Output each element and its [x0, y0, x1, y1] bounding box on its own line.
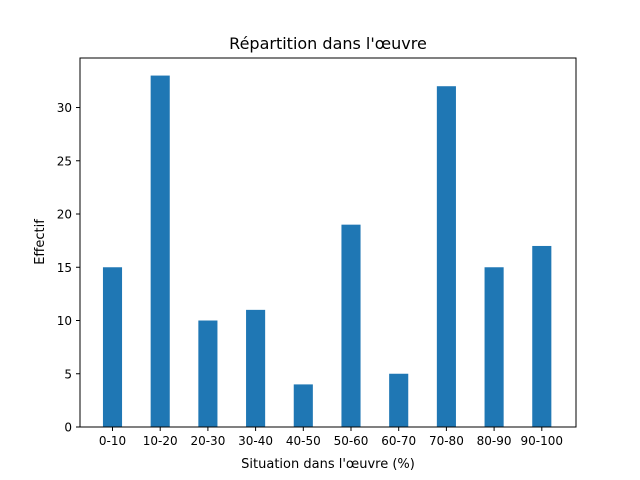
x-tick-label: 20-30 [190, 434, 225, 448]
y-tick-label: 0 [64, 421, 72, 435]
y-tick-label: 30 [57, 101, 72, 115]
x-axis-label: Situation dans l'œuvre (%) [241, 457, 415, 472]
x-tick-label: 50-60 [334, 434, 369, 448]
bar-40-50 [293, 384, 313, 427]
bar-50-60 [341, 224, 361, 427]
bar-90-100 [532, 245, 552, 427]
x-tick-label: 10-20 [143, 434, 178, 448]
y-tick-label: 15 [57, 261, 72, 275]
x-tick-label: 90-100 [521, 434, 564, 448]
chart-title: Répartition dans l'œuvre [229, 34, 427, 53]
bars-group [102, 75, 552, 427]
x-tick-label: 30-40 [238, 434, 273, 448]
x-tick-label: 60-70 [381, 434, 416, 448]
bar-70-80 [436, 86, 456, 427]
y-tick-label: 25 [57, 154, 72, 168]
bar-10-20 [150, 75, 170, 427]
x-tick-label: 70-80 [429, 434, 464, 448]
x-axis: 0-10 10-20 20-30 30-40 40-50 50-60 60-70 70-80 8… [99, 427, 563, 448]
y-axis-label: Effectif [33, 219, 48, 265]
bar-80-90 [484, 267, 504, 427]
plot-frame [79, 57, 577, 428]
x-tick-label: 80-90 [477, 434, 512, 448]
bar-30-40 [246, 309, 266, 427]
bar-0-10 [102, 267, 123, 427]
y-tick-label: 10 [57, 314, 72, 328]
bar-20-30 [198, 320, 218, 427]
y-axis: 0 5 10 15 20 25 30 [57, 101, 80, 435]
x-tick-label: 0-10 [99, 434, 126, 448]
bar-60-70 [389, 373, 409, 427]
y-tick-label: 20 [57, 208, 72, 222]
x-tick-label: 40-50 [286, 434, 321, 448]
y-tick-label: 5 [64, 367, 72, 381]
